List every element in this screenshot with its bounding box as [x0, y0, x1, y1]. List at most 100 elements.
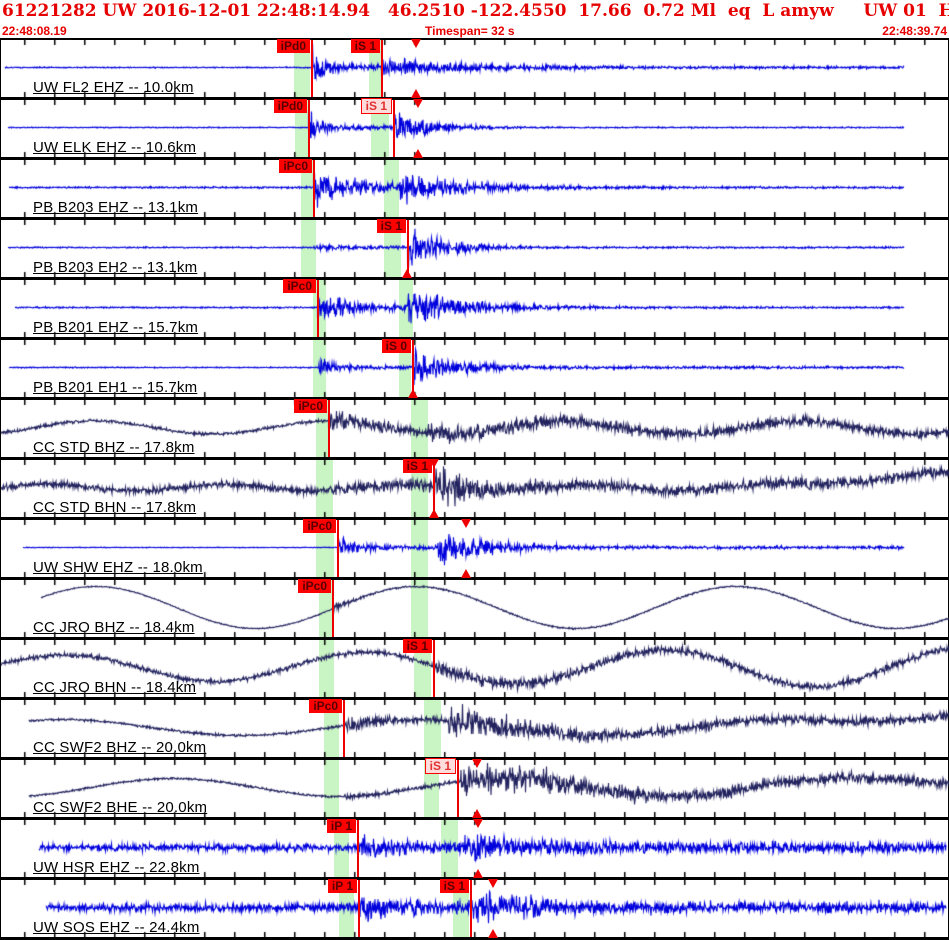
- p-pick-flag[interactable]: iPc0: [303, 519, 336, 533]
- amp-marker-top[interactable]: [413, 99, 423, 108]
- p-pick-flag[interactable]: iPc0: [294, 399, 327, 413]
- amp-marker-top[interactable]: [461, 519, 471, 528]
- trace-row: iPc0 CC STD BHZ -- 17.8km: [1, 399, 949, 460]
- s-pick-flag[interactable]: iS 1: [360, 98, 392, 114]
- waveform-canvas[interactable]: [1, 160, 949, 217]
- p-pick-line[interactable]: [358, 880, 360, 937]
- station-label[interactable]: PB B201 EHZ -- 15.7km: [33, 319, 199, 336]
- trace-row: iS 1 CC JRO BHN -- 18.4km: [1, 639, 949, 700]
- waveform-canvas[interactable]: [1, 100, 949, 157]
- s-pick-line[interactable]: [407, 220, 409, 277]
- amp-marker-bottom[interactable]: [473, 869, 483, 878]
- amp-marker-top[interactable]: [429, 459, 439, 468]
- waveform-canvas[interactable]: [1, 760, 949, 817]
- amp-marker-bottom[interactable]: [472, 809, 482, 818]
- amp-marker-bottom[interactable]: [488, 929, 498, 938]
- station-label[interactable]: UW FL2 EHZ -- 10.0km: [33, 79, 194, 96]
- trace-row: iPc0 CC SWF2 BHZ -- 20.0km: [1, 699, 949, 760]
- p-pick-line[interactable]: [313, 160, 315, 217]
- waveform-canvas[interactable]: [1, 460, 949, 517]
- waveform-canvas[interactable]: [1, 340, 949, 397]
- waveform-canvas[interactable]: [1, 40, 949, 97]
- s-pick-flag[interactable]: iS 1: [402, 459, 432, 473]
- p-pick-flag[interactable]: iPc0: [279, 159, 312, 173]
- waveform-canvas[interactable]: [1, 820, 949, 877]
- s-pick-flag[interactable]: iS 1: [402, 639, 432, 653]
- p-pick-flag[interactable]: iPd0: [276, 39, 310, 53]
- waveform-canvas[interactable]: [1, 700, 949, 757]
- amp-marker-bottom[interactable]: [413, 149, 423, 158]
- trace-row: iS 0 PB B201 EH1 -- 15.7km: [1, 339, 949, 400]
- amp-marker-bottom[interactable]: [402, 269, 412, 278]
- p-pick-flag[interactable]: iPc0: [298, 579, 331, 593]
- s-pick-line[interactable]: [470, 880, 472, 937]
- s-pick-line[interactable]: [457, 760, 459, 817]
- waveform-canvas[interactable]: [1, 580, 949, 637]
- s-pick-flag[interactable]: iS 0: [381, 339, 411, 353]
- p-pick-line[interactable]: [317, 280, 319, 337]
- amp-marker-bottom[interactable]: [411, 89, 421, 98]
- amp-marker-bottom[interactable]: [429, 509, 439, 518]
- amp-marker-top[interactable]: [488, 879, 498, 888]
- station-label[interactable]: CC JRO BHZ -- 18.4km: [33, 619, 195, 636]
- trace-row: iPc0 UW SHW EHZ -- 18.0km: [1, 519, 949, 580]
- window-start-time: 22:48:08.19: [2, 24, 67, 38]
- s-pick-line[interactable]: [433, 460, 435, 517]
- p-pick-line[interactable]: [332, 580, 334, 637]
- s-pick-flag[interactable]: iS 1: [376, 219, 406, 233]
- amp-marker-bottom[interactable]: [461, 569, 471, 578]
- trace-row: iP 1 iS 1 UW SOS EHZ -- 24.4km: [1, 879, 949, 940]
- p-pick-flag[interactable]: iPc0: [283, 279, 316, 293]
- s-pick-line[interactable]: [433, 640, 435, 697]
- p-pick-flag[interactable]: iP 1: [326, 819, 356, 833]
- waveform-canvas[interactable]: [1, 640, 949, 697]
- p-pick-line[interactable]: [308, 100, 310, 157]
- trace-row: iS 1 PB B203 EH2 -- 13.1km: [1, 219, 949, 280]
- station-label[interactable]: CC SWF2 BHZ -- 20.0km: [33, 739, 207, 756]
- waveform-canvas[interactable]: [1, 880, 949, 937]
- station-label[interactable]: PB B203 EHZ -- 13.1km: [33, 199, 199, 216]
- station-label[interactable]: CC JRO BHN -- 18.4km: [33, 679, 197, 696]
- p-pick-line[interactable]: [343, 700, 345, 757]
- trace-row: iPc0 CC JRO BHZ -- 18.4km: [1, 579, 949, 640]
- waveform-canvas[interactable]: [1, 220, 949, 277]
- station-label[interactable]: PB B203 EH2 -- 13.1km: [33, 259, 198, 276]
- trace-area: iPd0 iS 1 UW FL2 EHZ -- 10.0km iPd0 iS 1 UW E…: [0, 38, 949, 940]
- station-label[interactable]: CC SWF2 BHE -- 20.0km: [33, 799, 208, 816]
- station-label[interactable]: PB B201 EH1 -- 15.7km: [33, 379, 198, 396]
- window-end-time: 22:48:39.74: [882, 24, 947, 38]
- s-pick-flag[interactable]: iS 1: [350, 39, 380, 53]
- p-pick-line[interactable]: [311, 40, 313, 97]
- time-axis-header: 22:48:08.19 Timespan= 32 s 22:48:39.74: [0, 24, 949, 38]
- trace-row: iPc0 PB B203 EHZ -- 13.1km: [1, 159, 949, 220]
- station-label[interactable]: UW SOS EHZ -- 24.4km: [33, 919, 200, 936]
- s-pick-line[interactable]: [393, 100, 395, 157]
- amp-marker-top[interactable]: [472, 759, 482, 768]
- station-label[interactable]: CC STD BHZ -- 17.8km: [33, 439, 195, 456]
- s-pick-flag[interactable]: iS 1: [439, 879, 469, 893]
- station-label[interactable]: UW SHW EHZ -- 18.0km: [33, 559, 203, 576]
- waveform-canvas[interactable]: [1, 400, 949, 457]
- station-label[interactable]: UW ELK EHZ -- 10.6km: [33, 139, 197, 156]
- p-pick-flag[interactable]: iPc0: [309, 699, 342, 713]
- station-label[interactable]: CC STD BHN -- 17.8km: [33, 499, 197, 516]
- p-pick-line[interactable]: [328, 400, 330, 457]
- trace-row: iPc0 PB B201 EHZ -- 15.7km: [1, 279, 949, 340]
- s-pick-line[interactable]: [381, 40, 383, 97]
- waveform-canvas[interactable]: [1, 280, 949, 337]
- amp-marker-top[interactable]: [473, 819, 483, 828]
- s-pick-line[interactable]: [412, 340, 414, 397]
- amp-marker-top[interactable]: [411, 39, 421, 48]
- p-pick-flag[interactable]: iP 1: [327, 879, 357, 893]
- p-pick-line[interactable]: [357, 820, 359, 877]
- event-header: 61221282 UW 2016-12-01 22:48:14.94 46.25…: [0, 0, 949, 38]
- station-label[interactable]: UW HSR EHZ -- 22.8km: [33, 859, 200, 876]
- waveform-canvas[interactable]: [1, 520, 949, 577]
- s-pick-flag[interactable]: iS 1: [424, 758, 456, 774]
- trace-row: iPd0 iS 1 UW ELK EHZ -- 10.6km: [1, 98, 949, 160]
- p-pick-flag[interactable]: iPd0: [273, 99, 307, 113]
- timespan-label: Timespan= 32 s: [425, 24, 515, 38]
- p-pick-line[interactable]: [337, 520, 339, 577]
- amp-marker-bottom[interactable]: [408, 389, 418, 398]
